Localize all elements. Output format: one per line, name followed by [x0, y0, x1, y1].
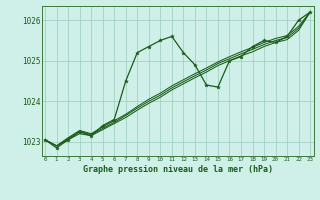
X-axis label: Graphe pression niveau de la mer (hPa): Graphe pression niveau de la mer (hPa) [83, 165, 273, 174]
